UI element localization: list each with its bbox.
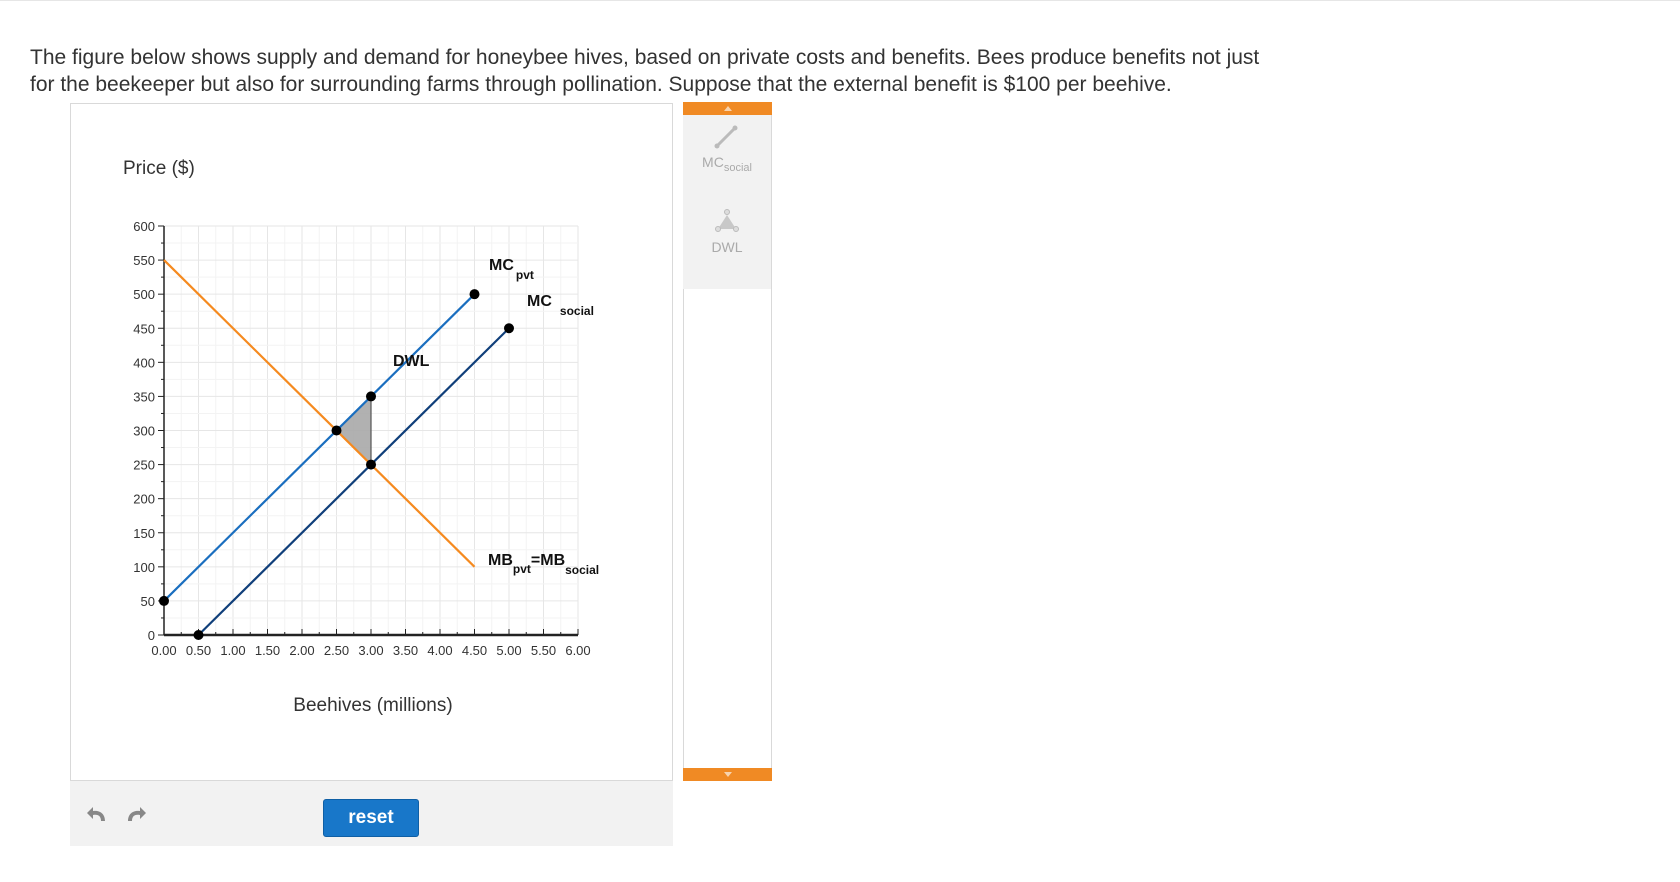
y-tick-label: 200 [133,492,155,507]
mc-pvt-curve-endpoint[interactable] [159,595,169,606]
y-tick-label: 550 [133,253,155,268]
x-axis-label: Beehives (millions) [293,695,452,716]
tool-mc-main: MC [702,154,724,170]
mc-social-label: MCsocial [527,293,594,318]
y-tick-label: 600 [133,219,155,234]
scroll-down-icon [724,772,732,777]
y-tick-label: 150 [133,526,155,541]
graph-controls: reset [70,781,673,846]
question-text: The figure below shows supply and demand… [30,44,1430,98]
mc-pvt-curve[interactable] [163,293,476,602]
mc-social-curve[interactable] [197,327,510,636]
x-tick-label: 2.50 [324,643,349,658]
x-tick-label: 3.00 [358,643,383,658]
line-tool-icon [714,125,738,149]
dwl-vertex-point[interactable] [331,425,342,436]
mc-social-curve-endpoint[interactable] [504,323,514,334]
y-tick-label: 100 [133,560,155,575]
y-tick-label: 50 [141,594,155,609]
x-tick-label: 4.50 [462,643,487,658]
mc-social-curve-endpoint[interactable] [193,630,204,640]
supply-demand-chart[interactable]: 0 50 100 150 200 250 300 350 400 450 500 550 600 0.00… [71,104,672,780]
triangle-tool-icon [715,209,739,232]
dwl-label: DWL [393,353,430,370]
mb-label: MBpvt=MBsocial [488,552,599,577]
question-line-2: for the beekeeper but also for surroundi… [30,73,1172,96]
dwl-vertex-point[interactable] [366,459,376,470]
tool-mc-social[interactable]: MCsocial [683,120,771,185]
x-tick-label: 5.00 [496,643,521,658]
y-tick-label: 400 [133,355,155,370]
palette-scroll-down[interactable] [683,768,772,781]
x-tick-label: 0.50 [186,643,211,658]
x-tick-label: 2.00 [289,643,314,658]
x-tick-label: 1.50 [255,643,280,658]
undo-icon[interactable] [85,803,111,825]
y-tick-label: 300 [133,424,155,439]
y-tick-label: 500 [133,287,155,302]
question-line-1: The figure below shows supply and demand… [30,46,1260,69]
x-tick-label: 1.00 [220,643,245,658]
graph-panel[interactable]: 0 50 100 150 200 250 300 350 400 450 500 550 600 0.00… [70,103,673,781]
palette-scroll-up[interactable] [683,102,772,115]
mb-curve[interactable] [163,259,476,568]
mc-pvt-label: MCpvt [489,257,534,282]
y-axis-label: Price ($) [123,158,195,179]
y-tick-label: 250 [133,458,155,473]
tool-dwl-label: DWL [711,239,743,255]
reset-button[interactable]: reset [323,799,419,837]
dwl-vertex-point[interactable] [366,391,376,402]
tool-palette-background [683,115,771,289]
tool-mc-label: MCsocial [683,154,771,174]
tool-mc-sub: social [723,161,752,174]
redo-icon[interactable] [123,803,149,825]
x-tick-label: 5.50 [531,643,556,658]
x-tick-label: 0.00 [151,643,176,658]
mc-pvt-curve-endpoint[interactable] [469,289,480,300]
top-divider [0,0,1680,1]
x-tick-label: 6.00 [565,643,590,658]
tool-dwl[interactable]: DWL [683,205,771,270]
y-tick-label: 450 [133,321,155,336]
y-tick-label: 0 [148,628,155,643]
x-tick-label: 3.50 [393,643,418,658]
scroll-up-icon [724,106,732,111]
x-tick-label: 4.00 [427,643,452,658]
y-tick-label: 350 [133,389,155,404]
